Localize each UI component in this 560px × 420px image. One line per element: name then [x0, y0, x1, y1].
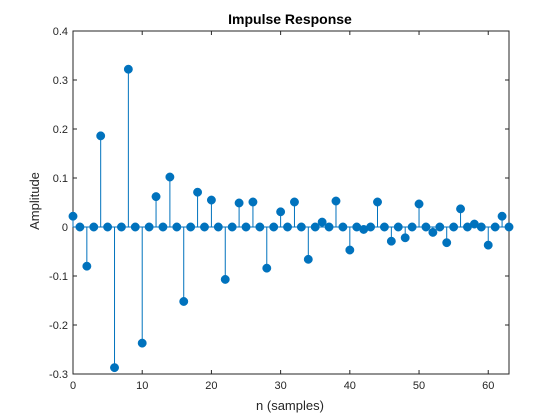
x-tick-label: 0	[70, 380, 76, 392]
stem-marker	[331, 196, 341, 206]
stem-marker	[483, 240, 493, 250]
stem-marker	[186, 222, 196, 232]
stem-marker	[158, 222, 168, 232]
plot-area: 0 10 20 30 40 50 60 -0.3 -0.2 -0.1 0 0.1 0.2 0.3 0.4	[49, 26, 514, 392]
stem-marker	[456, 204, 466, 214]
stem-marker	[393, 222, 403, 232]
x-tick-label: 10	[136, 380, 148, 392]
stem-marker	[310, 222, 320, 232]
stem-marker	[435, 222, 445, 232]
stem-marker	[338, 222, 348, 232]
stem-marker	[296, 222, 306, 232]
y-tick-label: 0.2	[53, 124, 68, 136]
stem-marker	[386, 236, 396, 246]
axes-box	[72, 30, 510, 375]
stem-marker	[366, 222, 376, 232]
stem-marker	[206, 195, 216, 205]
stem-marker	[151, 192, 161, 202]
y-tick-label: -0.2	[49, 320, 68, 332]
stem-marker	[82, 261, 92, 271]
stem-marker	[303, 254, 313, 264]
x-axis-label: n (samples)	[256, 398, 324, 413]
stem-marker	[407, 222, 417, 232]
y-tick-label: 0.1	[53, 173, 68, 185]
stem-marker	[269, 222, 279, 232]
stem-marker	[220, 274, 230, 284]
stem-marker	[400, 233, 410, 243]
stem-marker	[283, 222, 292, 232]
stem-marker	[324, 222, 334, 232]
y-tick-label: 0.4	[53, 26, 68, 38]
y-tick-label: -0.3	[49, 369, 68, 381]
stem-marker	[504, 222, 514, 232]
stem-marker	[75, 222, 85, 232]
stem-marker	[262, 263, 272, 273]
y-tick-label: -0.1	[49, 271, 68, 283]
stem-marker	[490, 222, 500, 232]
stem-marker	[213, 222, 223, 232]
chart-title: Impulse Response	[228, 11, 352, 27]
stem-marker	[103, 222, 113, 232]
stem-marker	[89, 222, 99, 232]
stem-marker	[137, 338, 147, 348]
stem-marker	[414, 199, 424, 209]
stem-marker	[130, 222, 140, 232]
stem-marker	[234, 198, 244, 208]
stem-marker	[241, 222, 251, 232]
stem-marker	[290, 197, 299, 207]
x-tick-label: 40	[344, 380, 356, 392]
stem-marker	[476, 222, 486, 232]
y-axis-label: Amplitude	[27, 172, 42, 230]
stem-marker	[172, 222, 182, 232]
stem-marker	[373, 197, 382, 207]
stem-marker	[116, 222, 126, 232]
stem-marker	[255, 222, 265, 232]
stem-marker	[428, 227, 438, 237]
stem-marker	[110, 363, 119, 373]
stem-marker	[193, 187, 203, 197]
x-tick-label: 30	[274, 380, 286, 392]
stem-marker	[227, 222, 237, 232]
x-tick-label: 60	[482, 380, 494, 392]
stem-marker	[449, 222, 459, 232]
x-tick-label: 20	[205, 380, 217, 392]
stem-marker	[179, 297, 189, 306]
stem-marker	[144, 222, 154, 232]
stem-marker	[345, 245, 355, 255]
y-tick-label: 0.3	[53, 75, 68, 87]
stem-marker	[200, 222, 209, 232]
stem-marker	[317, 217, 327, 227]
stem-marker	[123, 64, 133, 74]
stem-marker	[165, 172, 175, 182]
y-tick-label: 0	[62, 222, 68, 234]
stem-marker	[96, 131, 106, 141]
stem-marker	[497, 211, 507, 221]
x-tick-label: 50	[413, 380, 425, 392]
stem-marker	[68, 211, 78, 221]
stem-marker	[379, 222, 389, 232]
stem-marker	[276, 207, 286, 217]
stem-marker	[248, 197, 258, 207]
stem-marker	[442, 238, 452, 248]
stem-marker	[421, 222, 431, 232]
